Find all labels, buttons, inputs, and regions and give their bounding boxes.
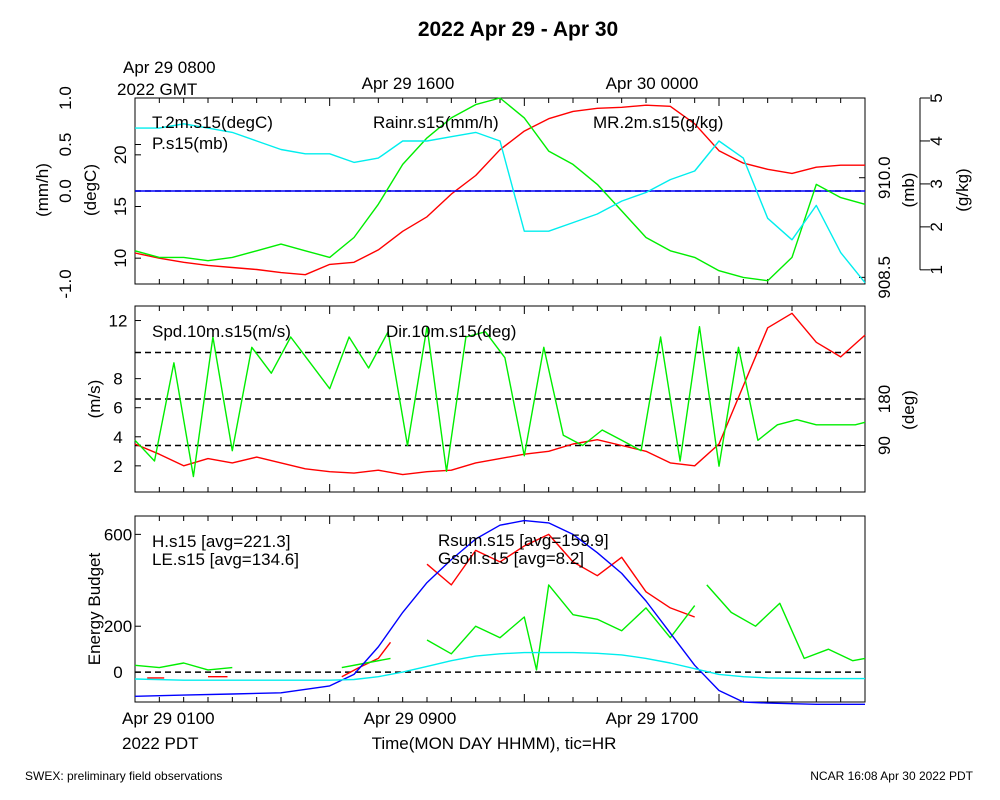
- bottom-time-label-third: Apr 29 1700: [606, 709, 699, 728]
- top-panel-series: [134, 97, 866, 284]
- bottom-y-axis-label: Energy Budget: [85, 552, 104, 665]
- y-tick-label: 200: [104, 617, 132, 636]
- top-left-outer-axis-label: (mm/h): [33, 163, 52, 217]
- y-tick-label: 910.0: [875, 156, 894, 199]
- legend-latent-heat: LE.s15 [avg=134.6]: [152, 550, 299, 569]
- x-axis-label: Time(MON DAY HHMM), tic=HR: [372, 734, 617, 753]
- chart-title: 2022 Apr 29 - Apr 30: [418, 18, 618, 41]
- y-tick-label: 4: [113, 428, 122, 447]
- legend-sensible-heat: H.s15 [avg=221.3]: [152, 532, 290, 551]
- legend-wind-speed: Spd.10m.s15(m/s): [152, 322, 291, 341]
- top-time-label-third: Apr 30 0000: [606, 74, 699, 93]
- series-le-s15-avg-134-6: [341, 657, 391, 669]
- y-tick-label: 6: [113, 399, 122, 418]
- y-tick-label: -1.0: [56, 269, 75, 298]
- top-time-label-first-line2: 2022 GMT: [117, 80, 197, 99]
- y-tick-label: 1.0: [56, 86, 75, 110]
- legend-rain-rate: Rainr.s15(mm/h): [373, 113, 499, 132]
- y-tick-label: 180: [875, 385, 894, 413]
- middle-reference-lines: [135, 351, 865, 447]
- series-spd-10m-s15-m-s: [134, 312, 866, 476]
- legend-pressure: P.s15(mb): [152, 134, 228, 153]
- bottom-time-label-second: Apr 29 0900: [364, 709, 457, 728]
- y-tick-label: 908.5: [875, 256, 894, 299]
- series-h-s15-avg-221-3: [426, 533, 695, 618]
- legend-net-radiation: Rsum.s15 [avg=159.9]: [438, 531, 609, 550]
- top-time-label-second: Apr 29 1600: [362, 74, 455, 93]
- series-gsoil-s15-avg-8-2: [134, 651, 865, 681]
- legend-temperature: T.2m.s15(degC): [152, 113, 273, 132]
- y-tick-label: 0.5: [56, 133, 75, 157]
- series-t-2m-s15-degc: [134, 104, 865, 276]
- legend-mixing-ratio: MR.2m.s15(g/kg): [593, 113, 723, 132]
- y-tick-label: 600: [104, 525, 132, 544]
- top-right-inner-axis-label: (mb): [899, 173, 918, 208]
- y-tick-label: 15: [111, 197, 130, 216]
- y-tick-label: 0: [113, 663, 122, 682]
- y-tick-label: 20: [111, 145, 130, 164]
- legend-soil-heat-flux: Gsoil.s15 [avg=8.2]: [438, 549, 584, 568]
- series-rsum-s15-avg-159-9: [134, 519, 865, 705]
- series-le-s15-avg-134-6: [706, 584, 866, 662]
- series-dir-10m-s15-deg: [134, 326, 866, 478]
- legend-wind-direction: Dir.10m.s15(deg): [386, 322, 516, 341]
- middle-left-axis-label: (m/s): [85, 380, 104, 419]
- series-mr-2m-s15-g-kg: [135, 123, 866, 284]
- top-time-label-first-line1: Apr 29 0800: [123, 58, 216, 77]
- y-tick-label: 1: [927, 265, 946, 274]
- middle-right-axis-label: (deg): [899, 390, 918, 430]
- y-tick-label: 0.0: [56, 179, 75, 203]
- y-tick-label: 10: [111, 249, 130, 268]
- y-tick-label: 8: [113, 370, 122, 389]
- top-left-inner-axis-label: (degC): [81, 164, 100, 216]
- middle-panel: 2 4 6 8 12 90 180 Spd.10m.s15(m/s) Dir.10m.s15…: [85, 305, 918, 493]
- y-tick-label: 5: [927, 93, 946, 102]
- series-p-s15-mb: [134, 97, 866, 282]
- middle-panel-series: [134, 312, 866, 478]
- middle-panel-ticks: 2 4 6 8 12 90 180: [109, 306, 894, 492]
- top-right-outer-axis-label: (g/kg): [953, 168, 972, 211]
- bottom-panel-series: [134, 519, 866, 705]
- footer-right: NCAR 16:08 Apr 30 2022 PDT: [810, 769, 973, 783]
- footer-left: SWEX: preliminary field observations: [25, 769, 222, 783]
- y-tick-label: 12: [109, 312, 128, 331]
- y-tick-label: 3: [927, 179, 946, 188]
- bottom-panel: 0 200 600 H.s15 [avg=221.3] LE.s15 [avg=13…: [85, 515, 866, 705]
- bottom-time-label-first-line1: Apr 29 0100: [122, 709, 215, 728]
- top-panel-ticks: -1.0 0.0 0.5 1.0 10 15 20 908.5 910.0 1 2 3 4 5: [56, 86, 946, 298]
- top-panel: -1.0 0.0 0.5 1.0 10 15 20 908.5 910.0 1 2 3 4 5 T.2m.…: [33, 86, 972, 298]
- bottom-panel-ticks: 0 200 600: [104, 516, 866, 702]
- bottom-time-label-first-line2: 2022 PDT: [122, 734, 199, 753]
- y-tick-label: 90: [875, 436, 894, 455]
- y-tick-label: 4: [927, 136, 946, 145]
- y-tick-label: 2: [113, 457, 122, 476]
- series-le-s15-avg-134-6: [134, 662, 233, 671]
- y-tick-label: 2: [927, 222, 946, 231]
- series-le-s15-avg-134-6: [426, 584, 696, 671]
